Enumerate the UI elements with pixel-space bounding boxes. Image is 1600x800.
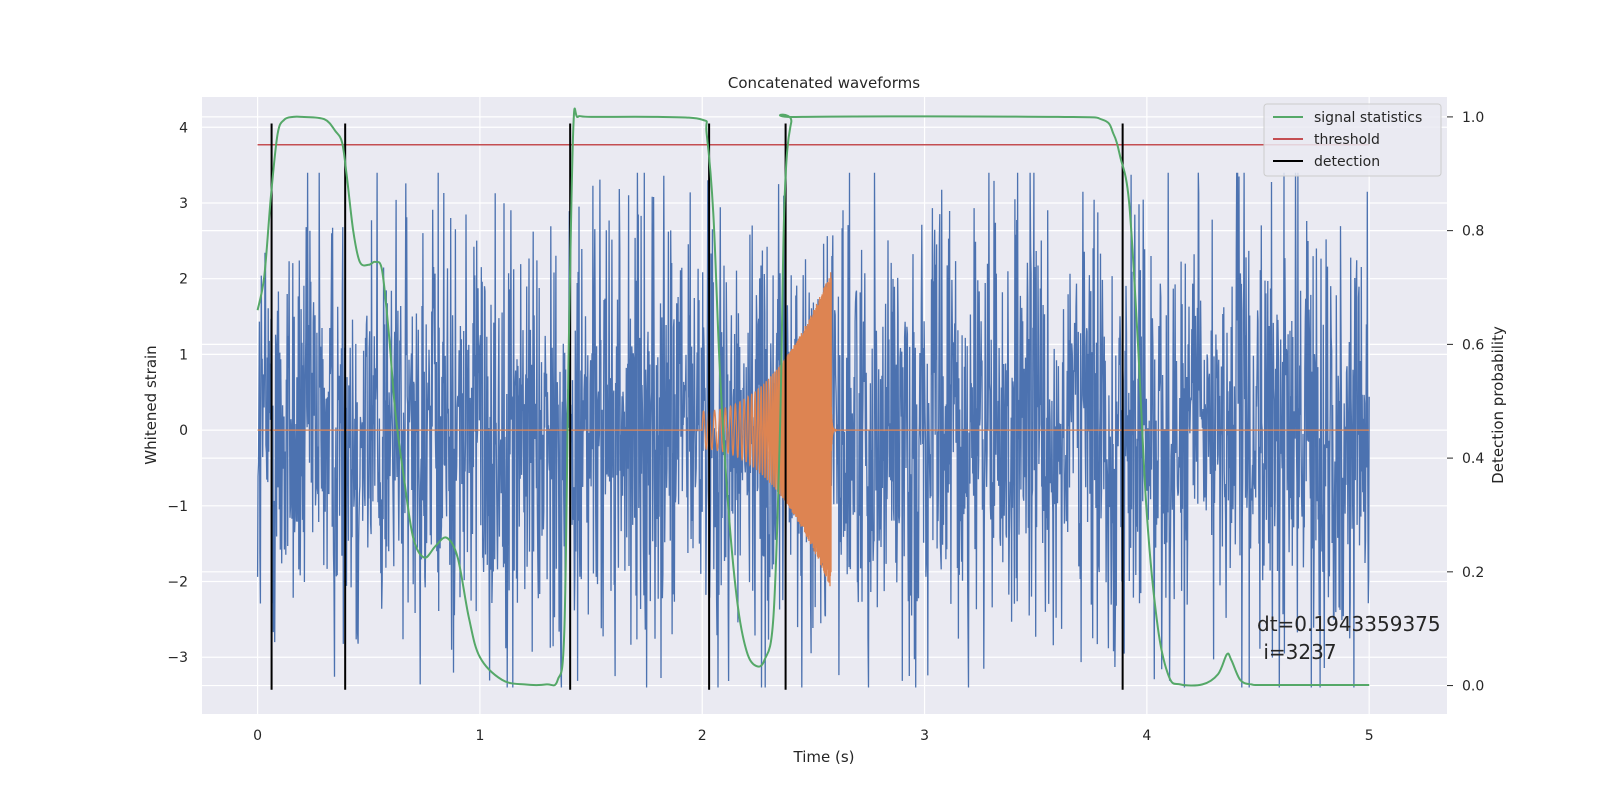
legend-box: [1263, 103, 1442, 177]
legend-label-threshold: threshold: [1314, 132, 1380, 148]
y-right-tick-label: 0.4: [1462, 451, 1484, 467]
y-right-tick-label: 0.0: [1462, 679, 1484, 695]
y-tick-label: 4: [179, 120, 188, 136]
chirp-trace: [257, 272, 1370, 587]
y-right-axis-label: Detection probability: [1489, 326, 1507, 484]
y-axis-ticks: −3 −2 −1 0 1 2 3 4: [167, 120, 188, 666]
injected-chirp-waveform: [257, 272, 1370, 587]
noise-trace: [256, 172, 1370, 688]
whitened-strain-noise: [256, 172, 1370, 688]
y-axis-label: Whitened strain: [142, 345, 160, 464]
x-axis-ticks: 0 1 2 3 4 5: [253, 728, 1374, 744]
signal-statistics-series: [256, 107, 1370, 687]
annotation-index: i=3237: [1257, 640, 1337, 664]
y-tick-label: 0: [179, 423, 188, 439]
y-tick-label: 2: [179, 272, 188, 288]
y-right-tick-label: 1.0: [1462, 110, 1484, 126]
x-tick-label: 2: [698, 728, 707, 744]
x-tick-label: 3: [920, 728, 929, 744]
legend-label-signal-statistics: signal statistics: [1314, 110, 1422, 126]
legend-label-detection: detection: [1314, 154, 1380, 170]
x-axis-label: Time (s): [793, 748, 855, 766]
y-right-tick-label: 0.6: [1462, 337, 1484, 353]
x-tick-label: 5: [1365, 728, 1374, 744]
chart-title: Concatenated waveforms: [728, 74, 920, 92]
y-tick-label: −1: [167, 499, 188, 515]
legend: signal statistics threshold detection: [1263, 103, 1442, 177]
y-tick-label: 1: [179, 347, 188, 363]
y-right-axis-ticks: 0.0 0.2 0.4 0.6 0.8 1.0: [1447, 110, 1484, 695]
y-tick-label: 3: [179, 196, 188, 212]
y-tick-label: −2: [167, 575, 188, 591]
x-tick-label: 0: [253, 728, 262, 744]
x-tick-label: 4: [1142, 728, 1151, 744]
y-tick-label: −3: [167, 650, 188, 666]
signal-statistics-line: [256, 107, 1370, 687]
y-right-tick-label: 0.2: [1462, 565, 1484, 581]
annotation-dt: dt=0.1943359375: [1257, 612, 1441, 636]
y-right-tick-label: 0.8: [1462, 224, 1484, 240]
x-tick-label: 1: [475, 728, 484, 744]
